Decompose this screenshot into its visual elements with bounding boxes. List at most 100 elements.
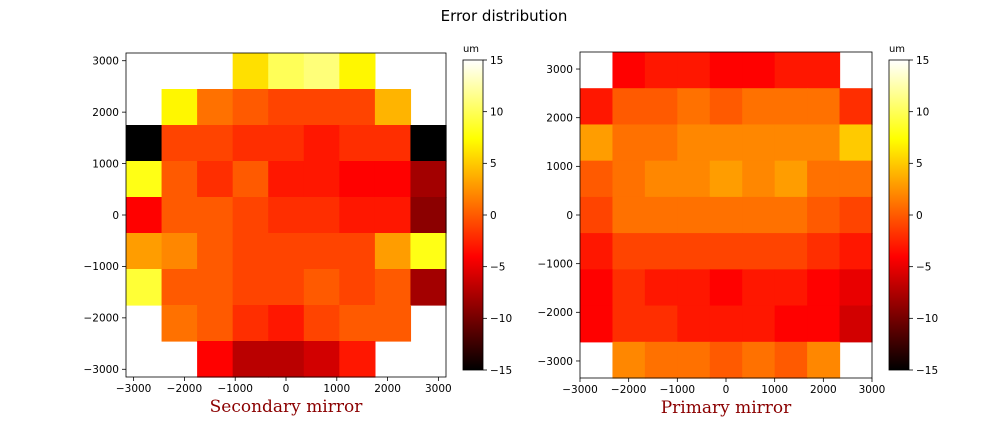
heatmap-cell [303,89,340,126]
heatmap-cell [374,89,412,126]
y-tick-label: 3000 [546,64,573,76]
heatmap-cell [197,125,234,162]
colorbar-tick-label: 0 [916,210,923,222]
y-tick-label: 1000 [546,161,573,173]
colorbar-tick-label: 15 [916,55,929,67]
heatmap-cell [339,305,376,342]
colorbar-tick-label: 15 [490,55,503,67]
heatmap-cell [161,233,198,270]
y-tick-label: 0 [566,210,573,222]
heatmap-cell [303,197,340,234]
colorbar-tick-label: −15 [916,365,938,377]
figure-title: Error distribution [441,7,568,25]
x-tick-label: 2000 [810,384,837,396]
heatmap-cell [774,305,808,343]
heatmap-cell [580,305,614,343]
heatmap-cell [709,233,743,270]
heatmap-cell [197,305,234,342]
heatmap-cell [839,196,873,234]
heatmap-cell [612,88,646,126]
heatmap-cell [677,233,711,270]
heatmap-cell [644,88,678,126]
heatmap-cell [807,160,841,198]
heatmap-cell [303,53,340,90]
heatmap-cell [339,233,376,270]
secondary-mirror-heatmap: −3000 −2000 −1000 0 1000 2000 3000−3000−2000−1… [83,44,512,395]
heatmap-cell [677,88,711,126]
heatmap-cell [232,125,269,162]
y-tick-label: 2000 [546,112,573,124]
heatmap-cell [268,161,305,198]
heatmap-cell [644,52,678,89]
heatmap-cell [374,269,412,306]
heatmap-cell [197,233,234,270]
heatmap-cell [774,124,808,162]
heatmap-cell [232,161,269,198]
heatmap-cell [339,161,376,198]
heatmap-cell [742,52,776,89]
x-tick-label: −3000 [116,383,152,395]
x-tick-label: 2000 [374,383,401,395]
y-tick-label: −3000 [537,356,573,368]
heatmap-cell [709,196,743,234]
heatmap-cell [268,269,305,306]
heatmap-cell [303,269,340,306]
heatmap-cell [742,269,776,307]
heatmap-cell [807,196,841,234]
heatmap-cell [677,160,711,198]
heatmap-cell [612,52,646,89]
heatmap-cell [709,52,743,89]
y-tick-label: −1000 [83,261,119,273]
colorbar-tick-label: −5 [490,261,505,273]
heatmap-cell [580,269,614,307]
heatmap-cell [839,88,873,126]
heatmap-cell [303,125,340,162]
y-tick-label: −2000 [83,313,119,325]
heatmap-cell [580,124,614,162]
heatmap-cell [161,89,198,126]
heatmap-cell [742,305,776,343]
heatmap-cell [339,341,376,378]
colorbar [888,59,910,371]
heatmap-cell [339,53,376,90]
heatmap-cell [197,341,234,378]
heatmap-cell [374,125,412,162]
x-tick-label: 0 [283,383,290,395]
x-tick-label: 1000 [761,384,788,396]
heatmap-cell [410,233,447,270]
heatmap-cell [709,269,743,307]
heatmap-cell [677,124,711,162]
heatmap-cell [839,233,873,270]
heatmap-cell [339,89,376,126]
heatmap-cell [268,233,305,270]
colorbar-tick-label: −10 [490,313,512,325]
colorbar [462,59,484,371]
heatmap-cell [807,88,841,126]
heatmap-cell [268,197,305,234]
colorbar-tick-label: 5 [490,158,497,170]
colorbar-unit: um [463,44,479,55]
heatmap-cell [303,305,340,342]
heatmap-cell [268,125,305,162]
heatmap-cell [709,124,743,162]
heatmap-cell [644,233,678,270]
heatmap-cell [268,341,305,378]
colorbar-tick-label: 5 [916,158,923,170]
heatmap-cell [232,53,269,90]
heatmap-cell [374,305,412,342]
heatmap-cell [126,197,163,234]
heatmap-cell [774,52,808,89]
x-tick-label: −2000 [611,384,647,396]
heatmap-cell [612,160,646,198]
heatmap-cell [839,305,873,343]
heatmap-cell [742,233,776,270]
heatmap-cell [612,124,646,162]
heatmap-cell [580,160,614,198]
heatmap-cell [742,88,776,126]
heatmap-cell [580,233,614,270]
heatmap-cell [126,161,163,198]
heatmap-cell [644,341,678,379]
heatmap-cell [807,305,841,343]
heatmap-cell [268,89,305,126]
heatmap-cell [612,269,646,307]
